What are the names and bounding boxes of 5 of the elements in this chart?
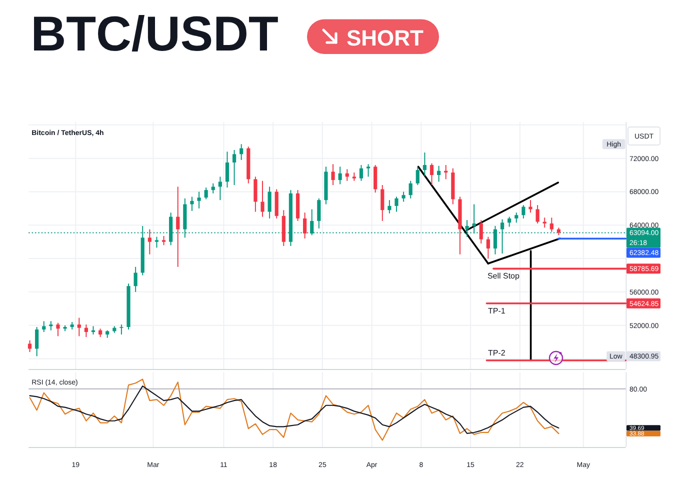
text: SHORT	[346, 26, 424, 51]
series-label: TP-2	[488, 348, 506, 358]
series-label: TP-1	[488, 306, 506, 316]
chart-title: BTC/USDT	[30, 8, 278, 62]
series-label: Sell Stop	[487, 272, 520, 281]
